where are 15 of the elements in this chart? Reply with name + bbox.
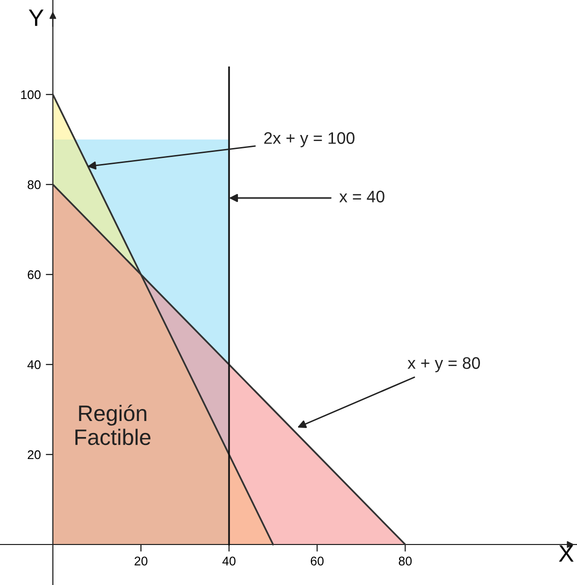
x-tick-label: 80 — [398, 556, 412, 566]
y-tick-label: 60 — [28, 270, 41, 280]
annotation: x + y = 80 — [408, 357, 480, 372]
annotation: x = 40 — [339, 190, 384, 202]
x-tick-label: 40 — [222, 556, 236, 566]
y-tick-label: 20 — [28, 450, 41, 460]
y-tick-label: 80 — [28, 180, 41, 190]
x-tick-label: 20 — [134, 556, 148, 566]
annotation: Región Factible — [75, 404, 150, 446]
y-tick-label: 100 — [21, 90, 41, 100]
y-axis-title: Y — [28, 10, 44, 26]
x-tick-label: 60 — [310, 556, 324, 566]
y-tick-label: 40 — [27, 360, 41, 370]
x-axis-title: X — [558, 545, 574, 562]
annotation: 2x + y = 100 — [264, 132, 354, 148]
